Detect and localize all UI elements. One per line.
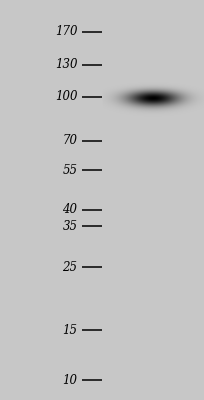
Text: 100: 100 [55,90,78,104]
Text: 170: 170 [55,25,78,38]
Text: 55: 55 [62,164,78,177]
Text: 130: 130 [55,58,78,71]
Text: 40: 40 [62,203,78,216]
Text: 15: 15 [62,324,78,337]
Text: 35: 35 [62,220,78,232]
Text: 25: 25 [62,261,78,274]
Text: 10: 10 [62,374,78,386]
Text: 70: 70 [62,134,78,147]
